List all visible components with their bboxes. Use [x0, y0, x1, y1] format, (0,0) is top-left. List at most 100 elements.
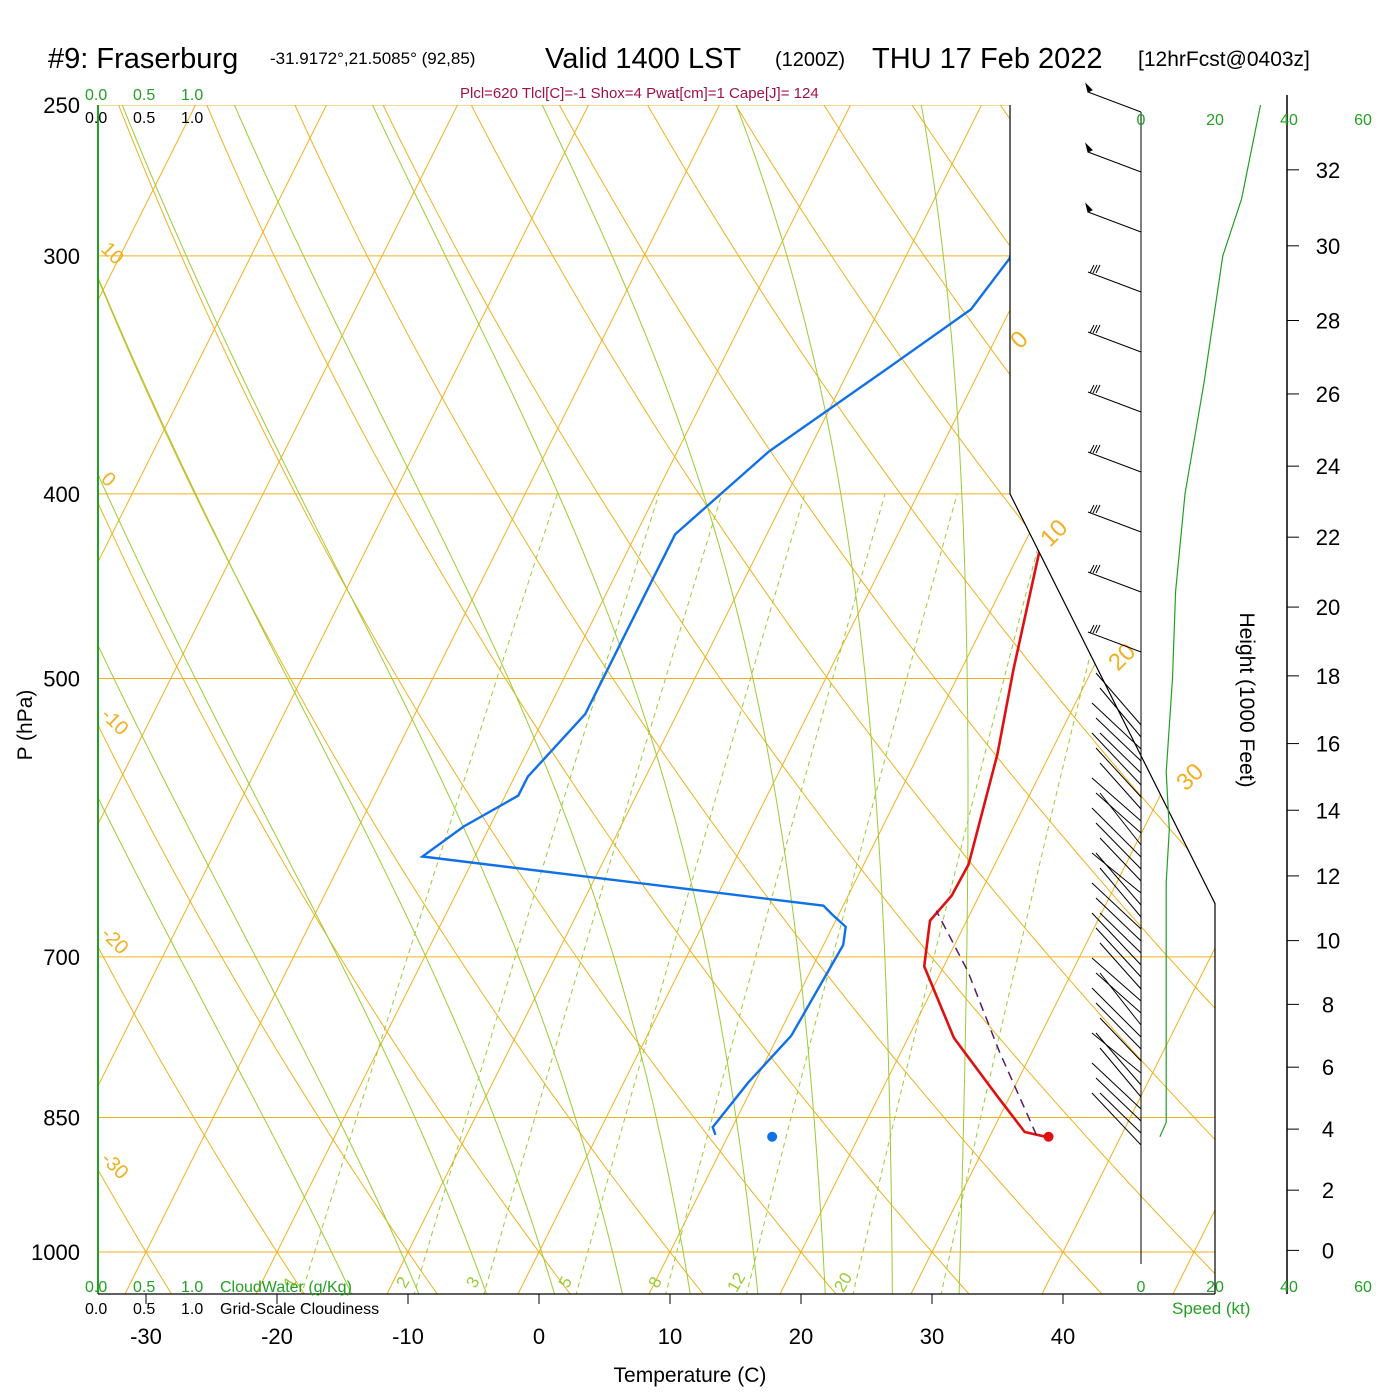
cloudiness-label: Grid-Scale Cloudiness	[220, 1301, 379, 1318]
moist-adiabat-line	[98, 105, 632, 1294]
dry-adiabat-line	[350, 105, 1215, 1294]
cloud-water-scale-bottom-1: 0.5	[133, 1279, 155, 1296]
x-tick-label: -20	[261, 1324, 293, 1349]
forecast-hour: [12hrFcst@0403z]	[1138, 48, 1310, 71]
mixing-ratio-line	[289, 493, 558, 1294]
wind-barb	[1087, 384, 1142, 413]
dry-adiabat-line	[98, 105, 599, 1294]
plot-area	[98, 36, 1400, 1331]
cloud-water-scale-top: 0.0 0.5 1.0	[85, 87, 203, 104]
wind-barb	[1091, 1062, 1142, 1110]
speed-scale-label-bottom: 60	[1354, 1279, 1372, 1296]
wind-barb	[1091, 777, 1142, 822]
height-tick-label: 10	[1316, 929, 1340, 954]
cloud-water-scale-bottom-0: 0.0	[85, 1279, 107, 1296]
isotherm-label-right: 10	[1035, 514, 1073, 552]
mixing-ratio-line	[736, 493, 958, 1294]
cloud-water-label: CloudWater (g/Kg)	[220, 1279, 352, 1296]
wind-barb	[1091, 987, 1142, 1038]
wind-barb	[1091, 702, 1142, 750]
cloudiness-scale-bottom-0: 0.0	[85, 1301, 107, 1318]
dry-adiabat-line	[263, 105, 1138, 1294]
dry-adiabat-line	[780, 105, 1215, 1294]
cloudiness-scale-1: 0.5	[133, 110, 155, 127]
wind-barb	[1085, 142, 1142, 173]
dry-adiabat-line	[436, 105, 1215, 1294]
isotherm-line	[98, 105, 213, 1294]
cloudiness-scale-bottom-2: 1.0	[181, 1301, 203, 1318]
moist-adiabat-line	[98, 105, 566, 1294]
x-tick-label: 10	[658, 1324, 682, 1349]
speed-scale-label-bottom: 0	[1137, 1279, 1146, 1296]
mixing-ratio-label: 12	[723, 1269, 749, 1295]
y-tick-label: 250	[43, 93, 80, 118]
mixing-ratio-line	[843, 493, 1053, 1294]
height-tick-label: 12	[1316, 864, 1340, 889]
dry-adiabat-line	[608, 105, 1215, 1294]
speed-scale-label-bottom: 40	[1280, 1279, 1298, 1296]
x-tick-label: -10	[392, 1324, 424, 1349]
x-tick-label: -30	[130, 1324, 162, 1349]
speed-scale-label-top: 60	[1354, 112, 1372, 129]
dry-adiabat-line	[98, 105, 330, 1294]
dry-adiabat-line	[1297, 36, 1400, 1331]
wind-barb	[1091, 852, 1142, 894]
isotherm-line	[98, 105, 475, 1294]
height-tick-label: 24	[1316, 454, 1340, 479]
x-tick-label: 30	[920, 1324, 944, 1349]
mixing-ratio-line	[402, 493, 660, 1294]
moist-adiabat-line	[708, 105, 894, 1294]
moist-adiabat-line	[907, 105, 969, 1294]
wind-barb	[1091, 732, 1142, 786]
y-tick-label: 1000	[31, 1240, 80, 1265]
isotherm-line	[368, 105, 999, 1294]
cloudiness-scale-0: 0.0	[85, 110, 107, 127]
isotherm-line	[237, 105, 868, 1294]
isotherm-line	[106, 105, 737, 1294]
parcel-trace	[935, 910, 1038, 1136]
x-tick-label: 40	[1051, 1324, 1075, 1349]
wind-barb	[1095, 1002, 1142, 1050]
wind-barb	[1099, 942, 1142, 990]
height-tick-label: 26	[1316, 382, 1340, 407]
wind-barb	[1099, 1017, 1142, 1062]
wind-barb	[1095, 672, 1142, 726]
height-tick-label: 8	[1322, 992, 1334, 1017]
sounding-traces	[419, 117, 1081, 1139]
height-tick-label: 2	[1322, 1178, 1334, 1203]
dry-adiabat-line	[1384, 36, 1400, 1331]
isotherm-line	[1023, 105, 1215, 1294]
cloudiness-scale-top: 0.0 0.5 1.0	[85, 110, 203, 127]
wind-barb	[1095, 852, 1142, 906]
mixing-ratio-label: 2	[392, 1273, 413, 1291]
mixing-ratio-label: 8	[645, 1273, 666, 1291]
moist-adiabat-line	[339, 105, 763, 1294]
wind-barb	[1099, 792, 1142, 846]
wind-barb	[1087, 624, 1142, 653]
y-axis-label: P (hPa)	[14, 690, 37, 761]
isotherm-line	[1154, 105, 1215, 1294]
speed-scale-label-top: 40	[1280, 112, 1298, 129]
y-tick-label: 500	[43, 667, 80, 692]
wind-barb	[1095, 717, 1142, 762]
moist-adiabat-lines	[98, 105, 969, 1294]
pressure-axis-ticks: 250 300 400 500 700 850 1000	[31, 93, 80, 1265]
isotherm-line	[98, 105, 344, 1294]
wind-barb	[1095, 927, 1142, 978]
wind-barb	[1099, 912, 1142, 954]
wind-barb	[1095, 1032, 1142, 1086]
y-tick-label: 850	[43, 1106, 80, 1131]
temperature-axis-ticks: -30 -20 -10 0 10 20 30 40	[130, 1294, 1075, 1349]
isotherm-line	[98, 105, 606, 1294]
height-tick-label: 16	[1316, 732, 1340, 757]
wind-barb	[1087, 444, 1142, 473]
isotherm-label-left: -30	[96, 1148, 132, 1184]
dry-adiabat-line	[98, 105, 868, 1294]
mixing-ratio-line	[472, 493, 723, 1294]
x-axis-label: Temperature (C)	[614, 1364, 767, 1387]
cloud-water-scale-0: 0.0	[85, 87, 107, 104]
cloudiness-scale-bottom: 0.0 0.5 1.0 Grid-Scale Cloudiness	[85, 1301, 379, 1318]
